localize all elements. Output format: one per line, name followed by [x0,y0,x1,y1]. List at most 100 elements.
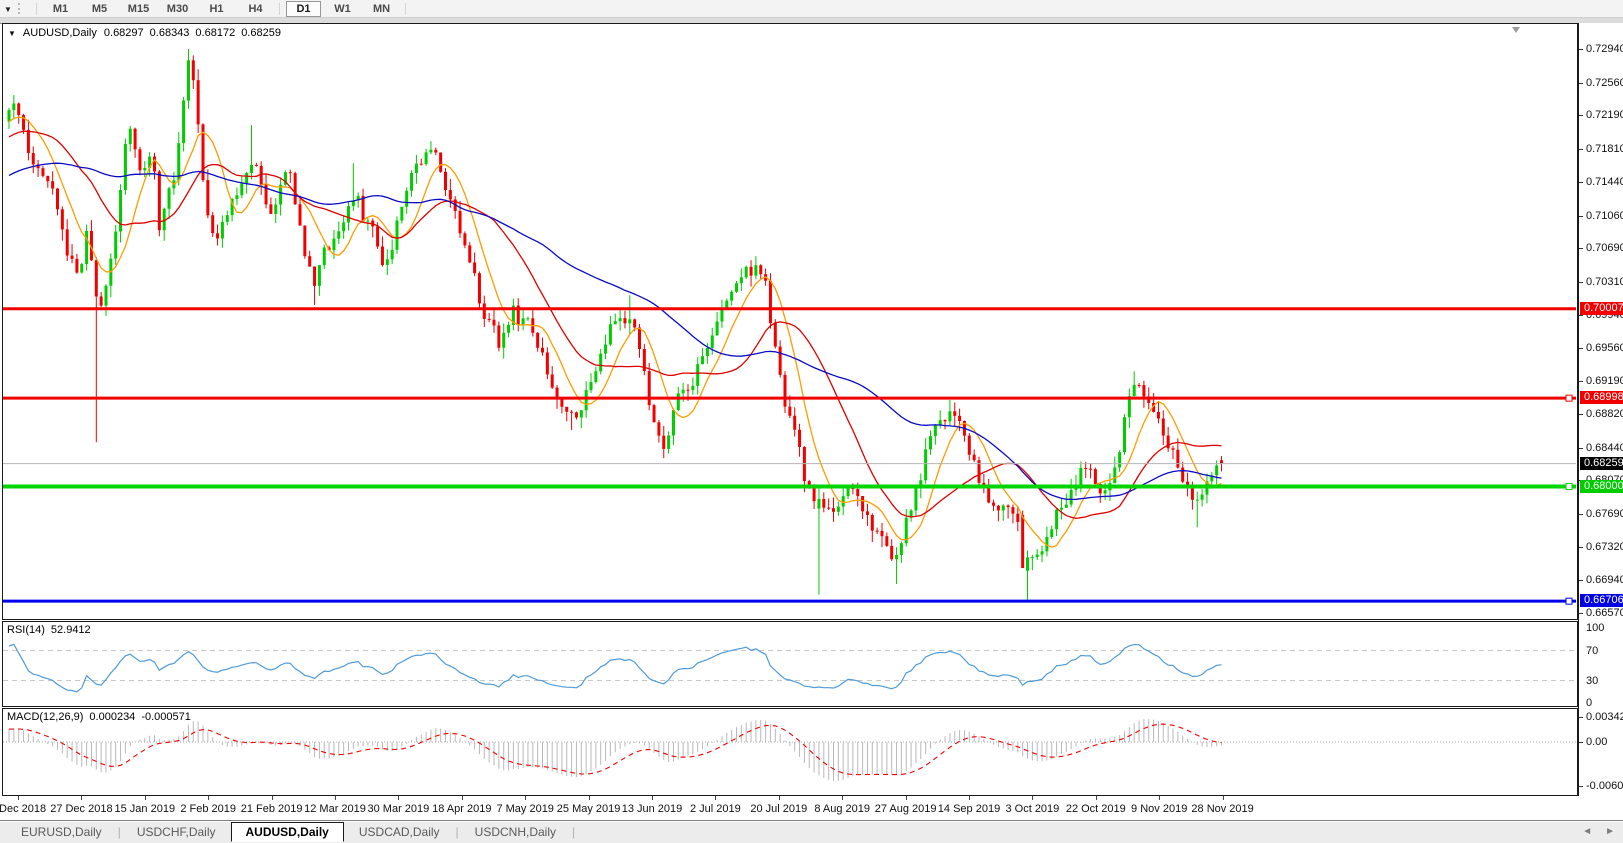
rsi-panel[interactable] [2,621,1578,707]
toolbar-dropdown-icon[interactable]: ▼ [4,4,12,14]
chart-menu-arrow-icon[interactable]: ▼ [8,28,16,38]
date-label: 14 Sep 2019 [937,803,1001,815]
date-tick-mark [715,796,717,800]
toolbar-separator [36,2,37,15]
date-tick-mark [778,796,780,800]
ma-mid-red [8,130,1222,520]
date-tick-mark [969,796,970,800]
price-tick-label: 0.71810 [1586,143,1623,156]
timeframe-button-d1[interactable]: D1 [286,0,321,17]
macd-signal-line [8,723,1222,776]
macd-tick-mark [1579,717,1583,719]
date-tick-mark [335,796,336,800]
macd-tick-mark [1579,786,1583,788]
rsi-name: RSI(14) [7,624,45,636]
date-label: 12 Mar 2019 [304,803,366,815]
resistance-hline-0.68998-handle[interactable] [1565,394,1573,402]
timeframe-button-m30[interactable]: M30 [166,2,189,15]
date-tick-mark [588,796,590,800]
timeframe-button-w1[interactable]: W1 [334,2,351,15]
rsi-indicator-label: RSI(14) 52.9412 [7,624,91,636]
tab-usdchf[interactable]: USDCHF,Daily [136,825,216,839]
price-tick-mark [1579,514,1583,515]
date-tick-mark [271,796,273,800]
price-tick-mark [1579,215,1583,217]
tab-scroll-left-icon[interactable]: ◄ [1582,826,1593,837]
date-label: 13 Jun 2019 [621,803,683,815]
timeframe-button-m5[interactable]: M5 [91,2,108,15]
price-tick-mark [1579,181,1583,183]
tab-eurusd[interactable]: EURUSD,Daily [21,825,102,839]
chart-title: ▼ AUDUSD,Daily 0.68297 0.68343 0.68172 0… [8,27,281,39]
rsi-axis-label: 30 [1586,674,1599,687]
rsi-axis-label: 70 [1586,644,1599,657]
date-label: 7 May 2019 [496,803,554,815]
timeframe-button-h4[interactable]: H4 [248,2,263,15]
toolbar-grip-handle[interactable] [18,3,26,14]
tab-separator: | [117,825,121,839]
support-hline-0.68000-handle[interactable] [1565,483,1573,491]
date-tick-mark [1095,796,1097,800]
tab-separator: | [572,825,576,839]
date-tick-mark [144,796,146,800]
date-label: 27 Dec 2018 [50,803,113,815]
date-label: 25 May 2019 [556,803,621,815]
macd-panel[interactable] [2,708,1578,796]
macd-signal-value: -0.000571 [141,711,191,723]
timeframe-button-m1[interactable]: M1 [52,2,69,15]
price-tick-label: 0.66940 [1586,574,1623,587]
tab-usdcad[interactable]: USDCAD,Daily [358,825,440,839]
price-axis[interactable]: 0.72940 0.72560 0.72190 0.71810 0.71440 0.710… [1578,23,1623,796]
price-tick-label: 0.69560 [1586,342,1623,355]
symbol-tabs: EURUSD,Daily | USDCHF,Daily AUDUSD,Daily USD… [6,822,576,842]
date-label: 21 Feb 2019 [240,803,303,815]
price-tick-mark [1579,314,1583,316]
main-chart-panel[interactable] [2,23,1578,620]
toolbar-separator [279,2,280,15]
date-label: 28 Nov 2019 [1191,803,1254,815]
date-label: 2 Feb 2019 [180,803,237,815]
macd-main-value: 0.000234 [89,711,136,723]
rsi-line [8,643,1222,693]
chart-shift-marker-icon[interactable] [1512,27,1520,33]
date-tick-mark [525,796,527,800]
open-value: 0.68297 [103,27,144,39]
ohlc-readout: 0.68297 0.68343 0.68172 0.68259 [104,27,281,39]
tab-scroll-controls: ◄ ► [1582,826,1615,837]
toolbar-separator [405,2,406,15]
tab-usdcnh[interactable]: USDCNH,Daily [474,825,557,839]
price-tick-mark [1579,348,1583,350]
price-tick-label: 0.72190 [1586,109,1623,122]
date-tick-mark [1032,796,1034,800]
price-tick-mark [1579,82,1583,84]
tab-audusd[interactable]: AUDUSD,Daily [230,822,344,842]
date-label: 20 Jul 2019 [750,803,808,815]
rsi-axis-label: 100 [1586,622,1605,634]
price-tick-label: 0.72940 [1586,43,1623,55]
price-tick-label: 0.70690 [1586,242,1623,255]
price-tick-mark [1579,413,1583,415]
high-value: 0.68343 [149,27,190,39]
timeframe-button-m15[interactable]: M15 [127,2,150,15]
timeframe-button-h1[interactable]: H1 [209,2,224,15]
candles-layer [7,49,1223,601]
date-tick-mark [18,796,19,800]
tab-scroll-right-icon[interactable]: ► [1605,826,1615,837]
macd-indicator-label: MACD(12,26,9) 0.000234 -0.000571 [7,711,191,723]
support-hline-0.66706-handle[interactable] [1565,597,1573,605]
timeframe-button-mn[interactable]: MN [372,2,391,15]
timeframe-buttons: M1 M5 M15 M30 H1 H4 D1 W1 MN [41,0,410,17]
date-label: 15 Jan 2019 [114,803,176,815]
date-label: 27 Aug 2019 [874,803,937,815]
date-tick-mark [1159,796,1161,800]
tab-separator: | [455,825,459,839]
ma-fast-orange [8,116,1222,548]
macd-axis-label: -0.006069 [1586,780,1623,793]
support-price-label: 0.68000 [1580,479,1623,493]
timeframe-toolbar: ▼ M1 M5 M15 M30 H1 H4 D1 W1 MN [0,0,1623,18]
macd-axis-label: 0.00 [1586,736,1608,748]
resistance-1-price-label: 0.70007 [1580,301,1623,315]
candlestick-chart[interactable] [3,24,1576,618]
